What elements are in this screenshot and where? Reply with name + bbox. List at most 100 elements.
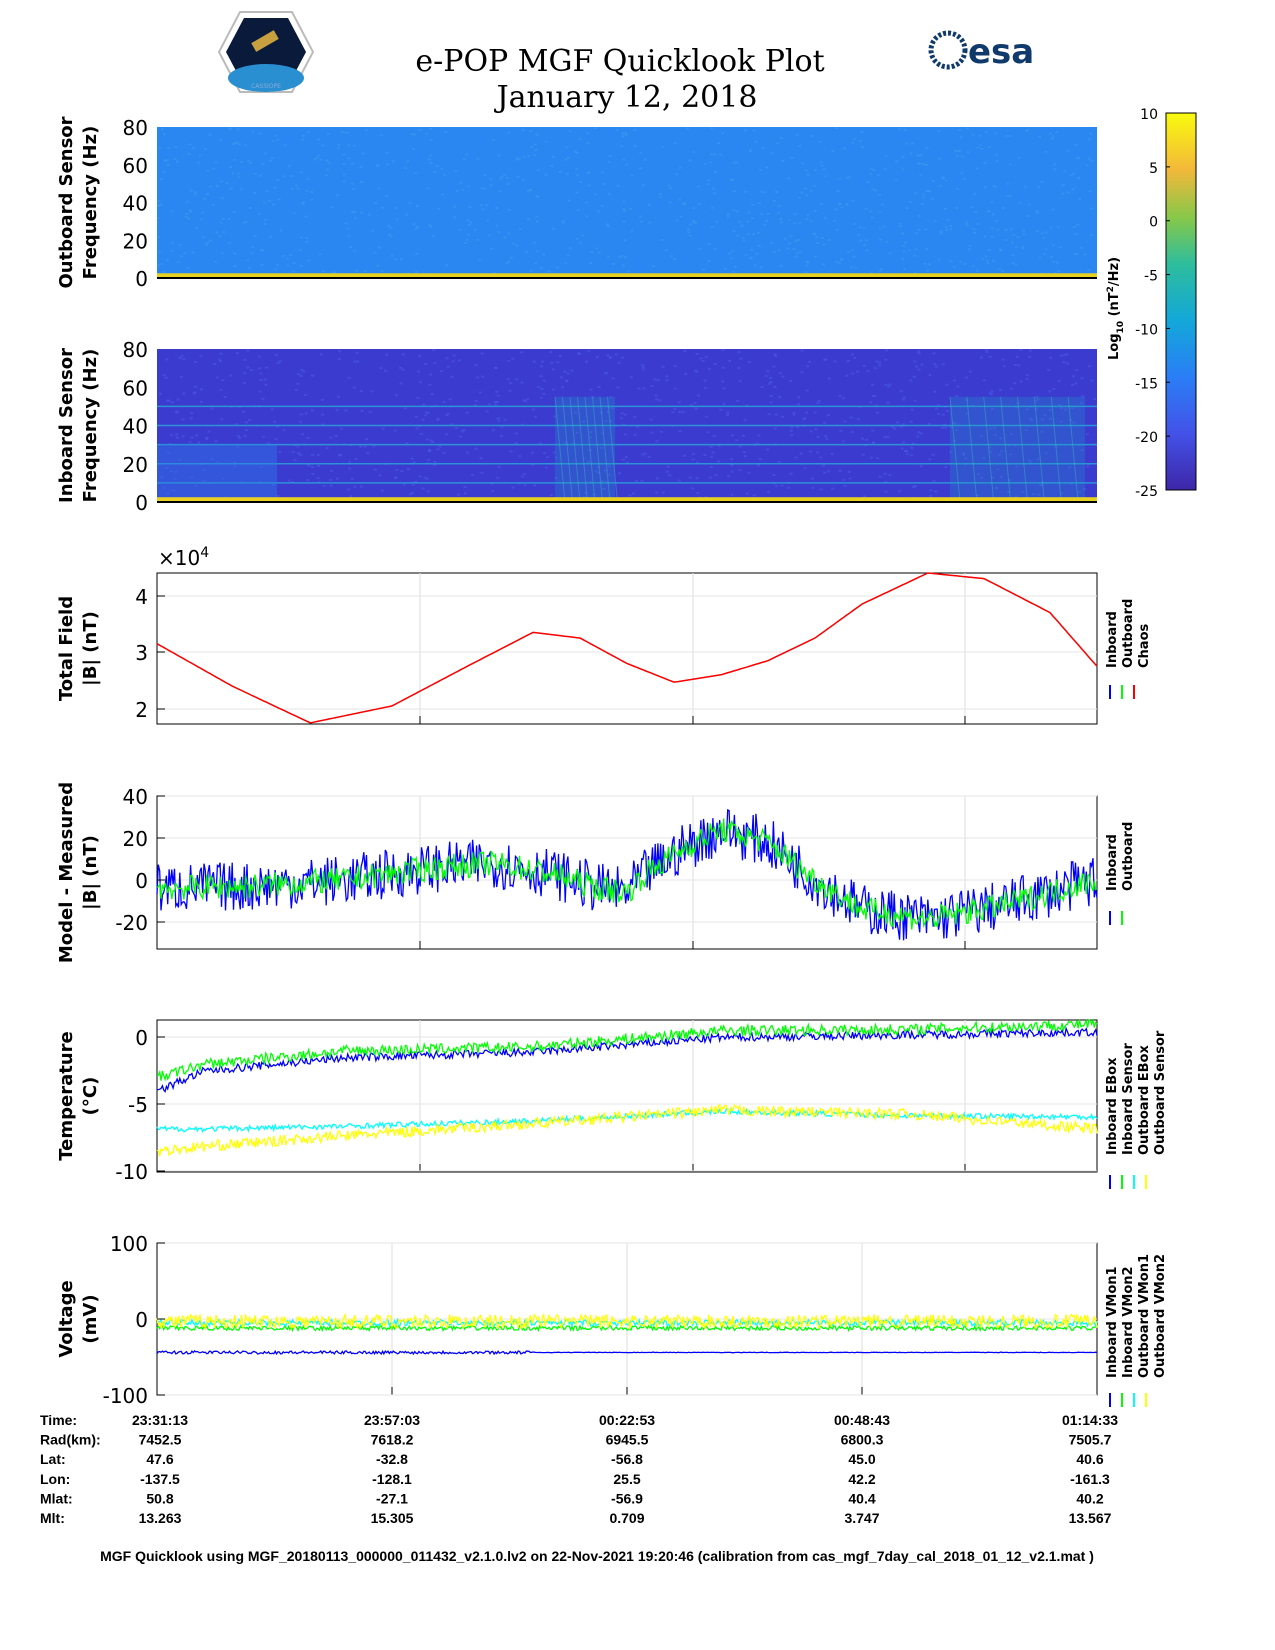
spectrogram-noise (603, 469, 607, 472)
spectrogram-noise (759, 266, 763, 269)
spectrogram-noise (166, 492, 170, 495)
spectrogram-noise (1030, 418, 1034, 421)
spectrogram-noise (1025, 130, 1029, 133)
spectrogram-noise (998, 248, 1002, 251)
spectrogram-noise (622, 423, 626, 426)
spectrogram-noise (265, 190, 269, 193)
spectrogram-noise (503, 173, 507, 176)
spectrogram-noise (664, 248, 668, 251)
spectrogram-noise (310, 453, 314, 456)
spectrogram-noise (704, 415, 708, 418)
spectrogram-noise (796, 252, 800, 255)
spectrogram-noise (713, 192, 717, 195)
spectrogram-noise (1054, 445, 1058, 448)
spectrogram-noise (975, 269, 979, 272)
spectrogram-noise (863, 495, 867, 498)
spectrogram-noise (495, 224, 499, 227)
spectrogram-noise (458, 359, 462, 362)
spectrogram-noise (299, 420, 303, 423)
spectrogram-noise (819, 488, 823, 491)
spectrogram-noise (597, 471, 601, 474)
spectrogram-noise (966, 151, 970, 154)
spectrogram-noise (912, 375, 916, 378)
spectrogram-noise (769, 401, 773, 404)
spectrogram-noise (304, 393, 308, 396)
spectrogram-noise (276, 138, 280, 141)
spectrogram-noise (507, 131, 511, 134)
spectrogram-noise (827, 470, 831, 473)
spectrogram-noise (620, 412, 624, 415)
spectrogram-noise (769, 376, 773, 379)
spectrogram-noise (625, 461, 629, 464)
spectrogram-noise (395, 218, 399, 221)
spectrogram-noise (635, 425, 639, 428)
spectrogram-noise (356, 360, 360, 363)
spectrogram-noise (926, 189, 930, 192)
spectrogram-noise (934, 490, 938, 493)
spectrogram-noise (869, 271, 873, 274)
spectrogram-noise (712, 434, 716, 437)
spectrogram-noise (853, 356, 857, 359)
spectrogram-noise (965, 412, 969, 415)
spectrogram-noise (520, 351, 524, 354)
spectrogram-noise (1038, 256, 1042, 259)
spectrogram-noise (311, 473, 315, 476)
spectrogram-noise (607, 192, 611, 195)
spectrogram-noise (813, 411, 817, 414)
spectrogram-noise (576, 209, 580, 212)
spectrogram-noise (665, 379, 669, 382)
spectrogram-noise (883, 472, 887, 475)
spectrogram-noise (929, 489, 933, 492)
spectrogram-noise (490, 247, 494, 250)
spectrogram-noise (800, 191, 804, 194)
spectrogram-noise (424, 414, 428, 417)
spectrogram-noise (759, 190, 763, 193)
spectrogram-noise (611, 262, 615, 265)
spectrogram-noise (575, 237, 579, 240)
low-freq-power (157, 273, 1097, 278)
spectrogram-noise (831, 487, 835, 490)
spectrogram-noise (467, 233, 471, 236)
spectrogram-noise (316, 476, 320, 479)
spectrogram-noise (283, 144, 287, 147)
spectrogram-noise (533, 241, 537, 244)
spectrogram-noise (353, 216, 357, 219)
spectrogram-noise (606, 354, 610, 357)
spectrogram-noise (578, 181, 582, 184)
spectrogram-noise (162, 171, 166, 174)
spectrogram-noise (696, 461, 700, 464)
spectrogram-noise (424, 411, 428, 414)
spectrogram-noise (819, 161, 823, 164)
spectrogram-noise (1048, 408, 1052, 411)
cassiope-logo: CASSIOPE (217, 11, 315, 93)
spectrogram-noise (813, 255, 817, 258)
spectrogram-noise (732, 161, 736, 164)
spectrogram-noise (1071, 375, 1075, 378)
spectrogram-noise (722, 402, 726, 405)
spectrogram-noise (846, 359, 850, 362)
spectrogram-noise (732, 209, 736, 212)
spectrogram-noise (927, 423, 931, 426)
spectrogram-noise (620, 145, 624, 148)
spectrogram-noise (722, 387, 726, 390)
spectrogram-noise (810, 189, 814, 192)
table-cell: -27.1 (376, 1490, 408, 1506)
spectrogram-noise (621, 135, 625, 138)
spectrogram-noise (723, 267, 727, 270)
spectrogram-noise (641, 368, 645, 371)
spectrogram-noise (460, 430, 464, 433)
spectrogram-noise (821, 263, 825, 266)
spectrogram-noise (692, 207, 696, 210)
spectrogram-noise (661, 238, 665, 241)
spectrogram-noise (399, 258, 403, 261)
spectrogram-noise (777, 249, 781, 252)
spectrogram-noise (243, 435, 247, 438)
spectrogram-noise (354, 269, 358, 272)
spectrogram-noise (746, 220, 750, 223)
spectrogram-noise (747, 471, 751, 474)
spectrogram-noise (207, 430, 211, 433)
spectrogram-noise (919, 154, 923, 157)
spectrogram-noise (274, 438, 278, 441)
spectrogram-noise (766, 448, 770, 451)
spectrogram-noise (903, 241, 907, 244)
